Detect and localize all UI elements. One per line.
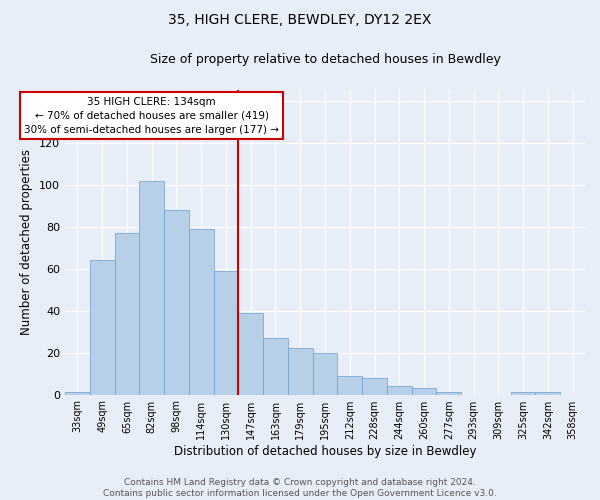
Bar: [189, 229, 214, 394]
Bar: [362, 378, 387, 394]
Bar: [436, 392, 461, 394]
Bar: [535, 392, 560, 394]
Bar: [263, 338, 288, 394]
Bar: [65, 392, 90, 394]
Bar: [511, 392, 535, 394]
Bar: [387, 386, 412, 394]
Title: Size of property relative to detached houses in Bewdley: Size of property relative to detached ho…: [149, 52, 500, 66]
Bar: [214, 271, 238, 394]
Bar: [139, 180, 164, 394]
Bar: [313, 352, 337, 395]
Bar: [288, 348, 313, 395]
Bar: [337, 376, 362, 394]
Bar: [115, 233, 139, 394]
Y-axis label: Number of detached properties: Number of detached properties: [20, 150, 34, 336]
Bar: [412, 388, 436, 394]
Bar: [90, 260, 115, 394]
Text: Contains HM Land Registry data © Crown copyright and database right 2024.
Contai: Contains HM Land Registry data © Crown c…: [103, 478, 497, 498]
Bar: [238, 312, 263, 394]
Text: 35, HIGH CLERE, BEWDLEY, DY12 2EX: 35, HIGH CLERE, BEWDLEY, DY12 2EX: [169, 12, 431, 26]
X-axis label: Distribution of detached houses by size in Bewdley: Distribution of detached houses by size …: [174, 444, 476, 458]
Bar: [164, 210, 189, 394]
Text: 35 HIGH CLERE: 134sqm
← 70% of detached houses are smaller (419)
30% of semi-det: 35 HIGH CLERE: 134sqm ← 70% of detached …: [24, 96, 279, 134]
